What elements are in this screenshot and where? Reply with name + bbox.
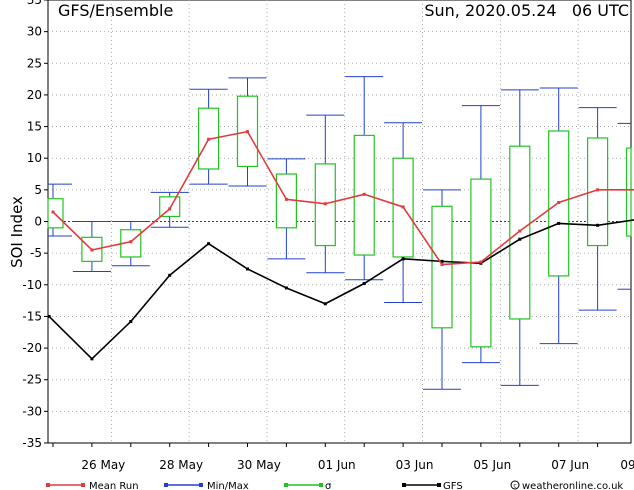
x-tick-label: 28 May — [159, 458, 203, 472]
gfs-point — [323, 302, 327, 306]
mean-run-point — [479, 260, 483, 264]
y-tick-label: 30 — [27, 25, 42, 39]
gfs-point — [207, 242, 211, 246]
sigma-box — [586, 137, 609, 247]
legend-gfs: GFS — [402, 481, 463, 490]
mean-run-point — [518, 229, 522, 233]
mean-run-series — [51, 130, 634, 267]
y-tick-label: 5 — [34, 183, 42, 197]
sigma-box — [159, 196, 181, 218]
x-tick-label: 03 Jun — [396, 458, 434, 472]
gfs-point — [440, 259, 444, 263]
gfs-point — [246, 267, 249, 271]
sigma-series — [47, 95, 632, 348]
y-tick-label: -30 — [22, 404, 42, 418]
gfs-line — [48, 219, 634, 360]
y-tick-label: 35 — [27, 0, 42, 7]
gfs-point — [284, 286, 288, 290]
gfs-point — [362, 282, 366, 286]
gfs-point — [90, 357, 94, 361]
x-tick-label: 26 May — [81, 458, 125, 472]
mean-run-point — [323, 202, 327, 206]
y-axis: -35 -30 -25 -20 -15 -10 -5 0 5 10 15 20 25 30 35 — [22, 0, 48, 450]
x-axis: 26 May 28 May 30 May 01 Jun 03 Jun 05 Jun 07 J… — [52, 443, 634, 472]
mean-run-point — [90, 248, 94, 252]
x-tick-label: 05 Jun — [473, 458, 511, 472]
y-tick-label: 20 — [27, 88, 42, 102]
mean-run-point — [284, 197, 288, 201]
mean-run-point — [129, 240, 133, 244]
legend-sigma: σ — [284, 481, 332, 490]
mean-run-point — [440, 263, 444, 267]
y-tick-label: 0 — [34, 215, 42, 229]
copyright-icon — [510, 480, 520, 490]
mean-run-point — [168, 207, 172, 211]
y-tick-label: -25 — [22, 373, 42, 387]
mean-run-point — [401, 205, 405, 209]
gfs-point — [518, 237, 522, 241]
y-tick-label: -10 — [22, 278, 42, 292]
credit: c weatheronline.co.uk — [510, 480, 623, 490]
gfs-point — [129, 319, 133, 323]
legend-mean-run-label: Mean Run — [89, 481, 139, 490]
x-tick-label: 07 Jun — [551, 458, 589, 472]
run-timestamp: Sun, 2020.05.24 06 UTC — [424, 1, 629, 20]
gfs-point — [401, 257, 405, 261]
mean-run-line — [52, 130, 634, 266]
y-tick-label: -35 — [22, 436, 42, 450]
y-tick-label: -5 — [30, 246, 42, 260]
mean-run-point — [51, 210, 55, 214]
y-tick-label: -20 — [22, 341, 42, 355]
mean-run-point — [207, 137, 211, 141]
y-tick-label: -15 — [22, 309, 42, 323]
copyright-icon-c: c — [513, 483, 516, 490]
y-axis-label: SOI Index — [8, 196, 26, 268]
y-tick-label: 25 — [27, 56, 42, 70]
credit-text: weatheronline.co.uk — [522, 481, 623, 490]
legend: Mean Run Min/Max σ GFS c weatheronline.c… — [46, 480, 623, 490]
gfs-point — [168, 273, 172, 277]
sigma-box — [625, 147, 632, 237]
legend-gfs-label: GFS — [443, 481, 463, 490]
legend-min-max-label: Min/Max — [207, 481, 249, 490]
mean-run-point — [596, 188, 600, 192]
gfs-point — [557, 221, 561, 225]
chart-title: GFS/Ensemble — [58, 1, 173, 20]
mean-run-point — [362, 192, 366, 196]
legend-mean-run: Mean Run — [46, 481, 139, 490]
gfs-point — [596, 223, 600, 227]
legend-sigma-label: σ — [325, 481, 332, 490]
sigma-box — [431, 205, 453, 329]
y-tick-label: 15 — [27, 120, 42, 134]
min-max-whisker — [617, 122, 631, 290]
x-tick-label: 30 May — [237, 458, 281, 472]
mean-run-point — [557, 201, 561, 205]
x-tick-label: 09 — [620, 458, 634, 472]
mean-run-point — [246, 130, 249, 134]
legend-min-max: Min/Max — [164, 481, 249, 490]
sigma-box — [509, 145, 531, 320]
x-tick-label: 01 Jun — [318, 458, 356, 472]
sigma-box — [47, 198, 64, 229]
y-tick-label: 10 — [27, 151, 42, 165]
gfs-point — [47, 314, 51, 318]
